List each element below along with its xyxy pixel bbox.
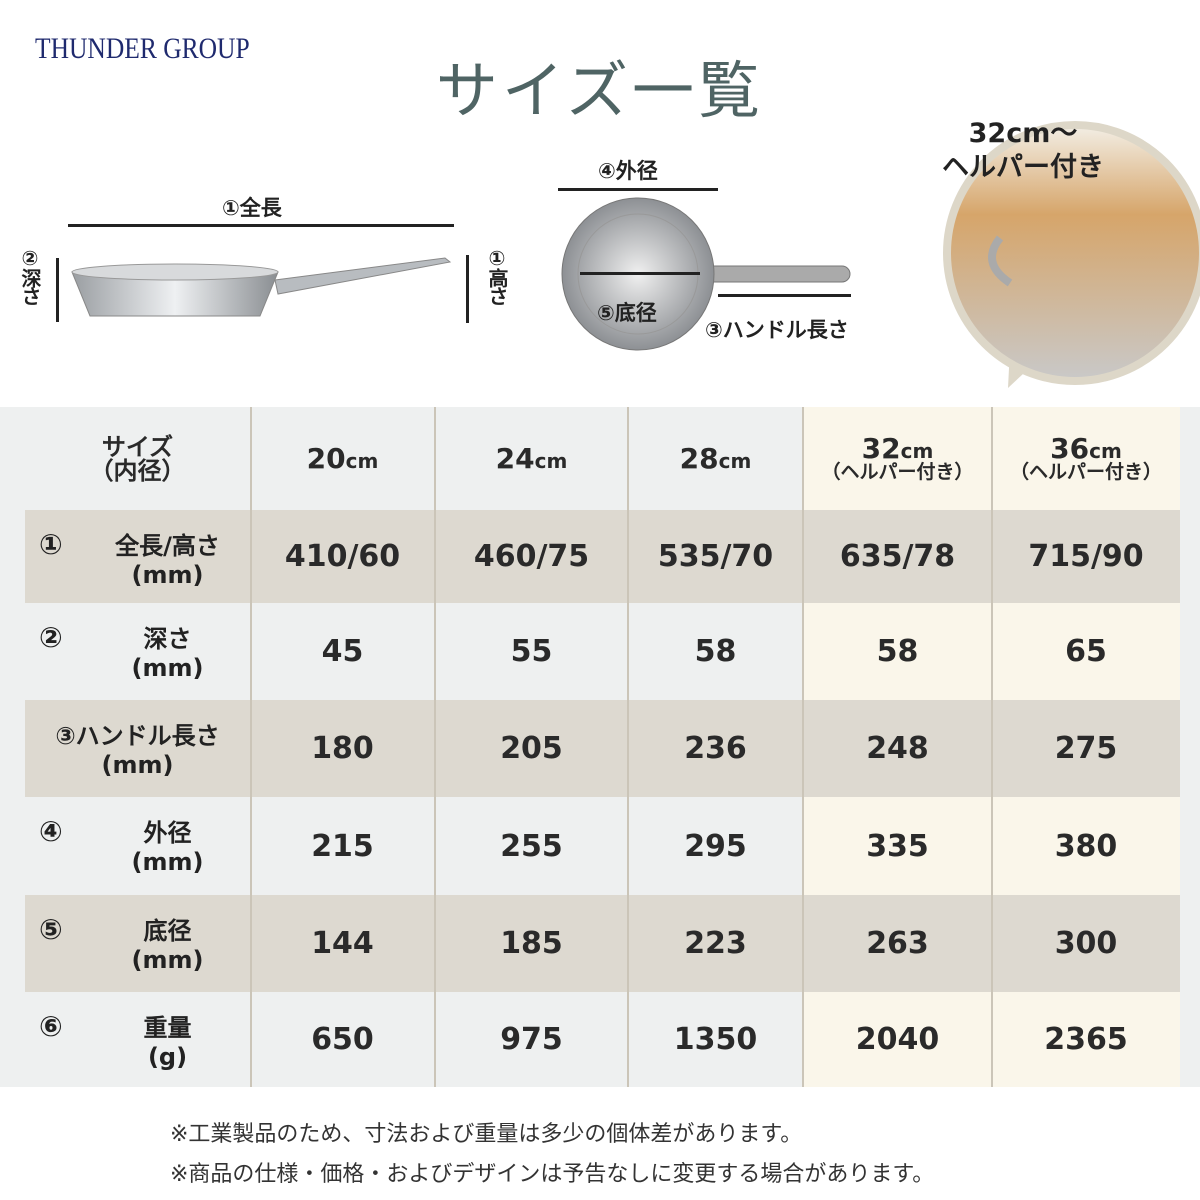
- table-cell: 58: [876, 634, 919, 669]
- row-label: ② 深さ (mm): [25, 603, 250, 700]
- handle-length-line: [718, 294, 851, 297]
- table-row: ① 全長/高さ (mm) 410/60 460/75 535/70 635/78 715/90: [25, 510, 1180, 603]
- header-col-28: 28cm: [679, 441, 752, 475]
- row-label: ⑥ 重量 (g): [25, 992, 250, 1087]
- size-table: サイズ （内径） 20cm 24cm 28cm 32cm （ヘルパー付き） 36cm…: [0, 407, 1200, 1087]
- table-row: ⑥ 重量 (g) 650 975 1350 2040 2365: [25, 992, 1180, 1087]
- depth-label: ②深さ: [18, 246, 42, 304]
- bubble-line1: 32cm～: [968, 118, 1078, 149]
- row-name: 外径 (mm): [131, 819, 204, 876]
- table-cell: 215: [311, 828, 374, 864]
- column-divider: [627, 407, 629, 1087]
- table-cell: 460/75: [473, 539, 590, 574]
- row-name: 重量 (g): [143, 1014, 192, 1071]
- column-divider: [991, 407, 993, 1087]
- header-label: サイズ （内径）: [25, 407, 250, 510]
- total-length-line: [68, 224, 454, 227]
- total-length-label: ①全長: [222, 196, 282, 220]
- row-number: ④: [39, 815, 63, 848]
- row-name: 底径 (mm): [131, 917, 204, 974]
- table-cell: 255: [500, 828, 563, 864]
- table-cell: 65: [1065, 634, 1107, 669]
- table-cell: 1350: [673, 1022, 758, 1057]
- table-cell: 205: [500, 731, 563, 766]
- height-label: ①高さ: [485, 246, 509, 304]
- table-cell: 410/60: [284, 539, 401, 574]
- row-label: ① 全長/高さ (mm): [25, 510, 250, 603]
- column-divider: [250, 407, 252, 1087]
- table-cell: 2040: [855, 1022, 940, 1057]
- row-number: ①: [39, 528, 63, 561]
- header-col-20: 20cm: [306, 441, 379, 475]
- row-number: ⑥: [39, 1010, 63, 1043]
- table-cell: 236: [684, 731, 747, 766]
- note-1: ※工業製品のため、寸法および重量は多少の個体差があります。: [170, 1122, 803, 1147]
- row-label: ⑤ 底径 (mm): [25, 895, 250, 992]
- table-cell: 144: [311, 926, 374, 961]
- depth-line: [56, 258, 59, 322]
- outer-diameter-line: [558, 188, 718, 191]
- column-divider: [802, 407, 804, 1087]
- brand-logo: THUNDER GROUP: [35, 32, 250, 65]
- table-cell: 58: [694, 634, 737, 669]
- page-title: サイズ一覧: [435, 54, 765, 127]
- handle-length-label: ③ハンドル長さ: [705, 318, 849, 342]
- table-cell: 45: [321, 634, 364, 669]
- row-name: 深さ (mm): [131, 625, 204, 682]
- table-cell: 635/78: [839, 539, 956, 574]
- table-cell: 335: [866, 828, 929, 864]
- table-cell: 380: [1054, 828, 1118, 864]
- table-row: ④ 外径 (mm) 215 255 295 335 380: [25, 797, 1180, 895]
- row-number: ②: [39, 621, 63, 654]
- row-name: ③ハンドル長さ (mm): [55, 722, 220, 779]
- bubble-line2: ヘルパー付き: [942, 151, 1104, 183]
- table-cell: 295: [684, 828, 747, 864]
- note-2: ※商品の仕様・価格・およびデザインは予告なしに変更する場合があります。: [170, 1162, 935, 1187]
- table-row: ② 深さ (mm) 45 55 58 58 65: [25, 603, 1180, 700]
- table-cell: 223: [684, 926, 747, 961]
- bubble-text: 32cm～ ヘルパー付き: [928, 117, 1118, 185]
- table-cell: 263: [866, 926, 929, 961]
- row-number: ⑤: [39, 913, 63, 946]
- header-label-sub: （内径）: [89, 456, 186, 485]
- table-cell: 975: [500, 1022, 563, 1057]
- table-cell: 715/90: [1028, 539, 1144, 574]
- table-header-row: サイズ （内径） 20cm 24cm 28cm 32cm （ヘルパー付き） 36cm…: [25, 407, 1180, 510]
- table-cell: 180: [311, 731, 374, 766]
- height-line: [466, 255, 469, 323]
- header-label-text: サイズ: [101, 432, 174, 461]
- header-col-24: 24cm: [495, 441, 568, 475]
- header-col-32: 32cm （ヘルパー付き）: [821, 432, 974, 483]
- table-row: ③ハンドル長さ (mm) 180 205 236 248 275: [25, 700, 1180, 797]
- table-cell: 2365: [1044, 1022, 1128, 1057]
- table-cell: 535/70: [657, 539, 774, 574]
- column-divider: [434, 407, 436, 1087]
- header-col-36: 36cm （ヘルパー付き）: [1009, 432, 1162, 483]
- row-label: ④ 外径 (mm): [25, 797, 250, 895]
- bottom-diameter-label: ⑤底径: [597, 301, 657, 325]
- outer-diameter-label: ④外径: [598, 159, 658, 183]
- frying-pan-side-image: [71, 257, 452, 317]
- table-cell: 650: [311, 1022, 374, 1057]
- table-cell: 275: [1054, 731, 1118, 766]
- row-label: ③ハンドル長さ (mm): [25, 700, 250, 797]
- table-cell: 185: [500, 926, 563, 961]
- helper-handle-bubble: [943, 121, 1200, 388]
- table-row: ⑤ 底径 (mm) 144 185 223 263 300: [25, 895, 1180, 992]
- table-cell: 248: [866, 731, 929, 766]
- frying-pan-top-image: [561, 197, 851, 351]
- row-name: 全長/高さ (mm): [115, 532, 220, 589]
- table-cell: 300: [1054, 926, 1118, 961]
- table-cell: 55: [510, 634, 553, 669]
